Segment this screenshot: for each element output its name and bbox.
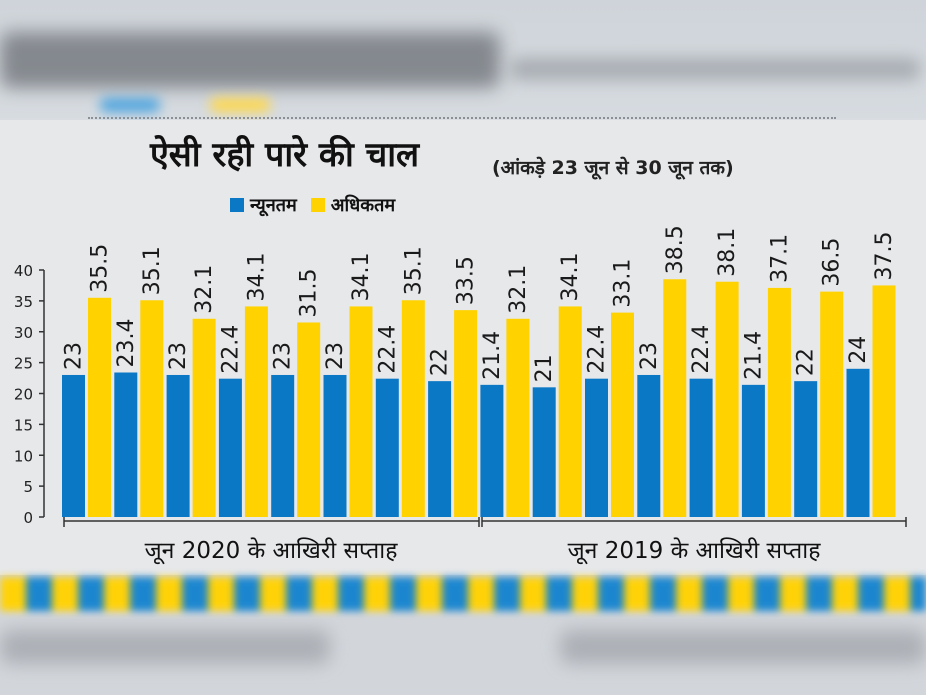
bar-min	[742, 385, 765, 517]
bar-max	[297, 322, 320, 517]
y-tick-label: 0	[23, 509, 33, 527]
bar-label-max: 33.5	[454, 256, 479, 305]
bar-label-min: 22.4	[375, 325, 400, 374]
bar-max	[402, 300, 425, 517]
bar-label-max: 35.5	[88, 244, 113, 293]
bar-label-max: 35.1	[140, 246, 165, 295]
bar-label-min: 24	[846, 336, 871, 364]
bar-label-min: 23	[323, 342, 348, 370]
bar-max	[245, 306, 268, 517]
bar-min	[376, 379, 399, 517]
bar-min	[271, 375, 294, 517]
bar-max	[350, 306, 373, 517]
bar-max	[506, 319, 529, 517]
blurred-color-stripe	[0, 577, 926, 611]
y-tick-label: 35	[14, 293, 33, 311]
bar-label-max: 33.1	[611, 259, 636, 308]
bar-min	[585, 379, 608, 517]
bar-min	[794, 381, 817, 517]
bar-min	[324, 375, 347, 517]
bar-label-min: 23	[637, 342, 662, 370]
bar-min	[62, 375, 85, 517]
blurred-footer-text-left	[0, 630, 330, 664]
bar-min	[219, 379, 242, 517]
bar-label-min: 21.4	[480, 331, 505, 380]
bar-max	[873, 285, 896, 517]
bar-label-max: 31.5	[297, 269, 322, 318]
bar-min	[428, 381, 451, 517]
y-tick-label: 15	[14, 416, 33, 434]
bar-label-min: 22	[428, 348, 453, 376]
bar-label-min: 21.4	[741, 331, 766, 380]
bar-max	[559, 306, 582, 517]
bar-label-max: 37.5	[872, 231, 897, 280]
bar-label-max: 34.1	[349, 252, 374, 301]
bar-max	[193, 319, 216, 517]
bar-label-max: 32.1	[506, 265, 531, 314]
bar-label-min: 22.4	[585, 325, 610, 374]
bar-label-max: 38.5	[663, 225, 688, 274]
bar-min	[637, 375, 660, 517]
bar-label-min: 22.4	[689, 325, 714, 374]
bar-max	[820, 292, 843, 517]
bar-label-min: 23	[62, 342, 87, 370]
y-tick-label: 40	[14, 262, 33, 280]
y-tick-label: 5	[23, 478, 33, 496]
bar-label-max: 34.1	[244, 252, 269, 301]
bar-label-max: 36.5	[820, 238, 845, 287]
bar-min	[847, 369, 870, 517]
bar-max	[454, 310, 477, 517]
group-label-2020: जून 2020 के आखिरी सप्ताह	[145, 537, 399, 565]
bar-label-min: 21	[532, 354, 557, 382]
y-tick-label: 25	[14, 355, 33, 373]
y-tick-label: 30	[14, 324, 33, 342]
y-tick-label: 10	[14, 447, 33, 465]
bar-label-max: 34.1	[558, 252, 583, 301]
bar-label-min: 23	[271, 342, 296, 370]
bar-max	[663, 279, 686, 517]
bar-label-max: 32.1	[192, 265, 217, 314]
bar-min	[533, 387, 556, 517]
bar-label-max: 38.1	[715, 228, 740, 277]
bar-label-min: 22	[794, 348, 819, 376]
bar-label-max: 35.1	[401, 246, 426, 295]
bar-max	[611, 313, 634, 517]
bar-max	[88, 298, 111, 517]
group-label-2019: जून 2019 के आखिरी सप्ताह	[568, 537, 822, 565]
bar-max	[768, 288, 791, 517]
bar-min	[167, 375, 190, 517]
bar-max	[140, 300, 163, 517]
bar-label-min: 23.4	[114, 319, 139, 368]
bar-label-min: 23	[166, 342, 191, 370]
bar-label-max: 37.1	[767, 234, 792, 283]
bar-min	[114, 373, 137, 517]
blurred-footer-text-right	[560, 630, 926, 664]
bar-max	[716, 282, 739, 517]
bar-min	[480, 385, 503, 517]
y-tick-label: 20	[14, 386, 33, 404]
bar-min	[690, 379, 713, 517]
bar-label-min: 22.4	[218, 325, 243, 374]
